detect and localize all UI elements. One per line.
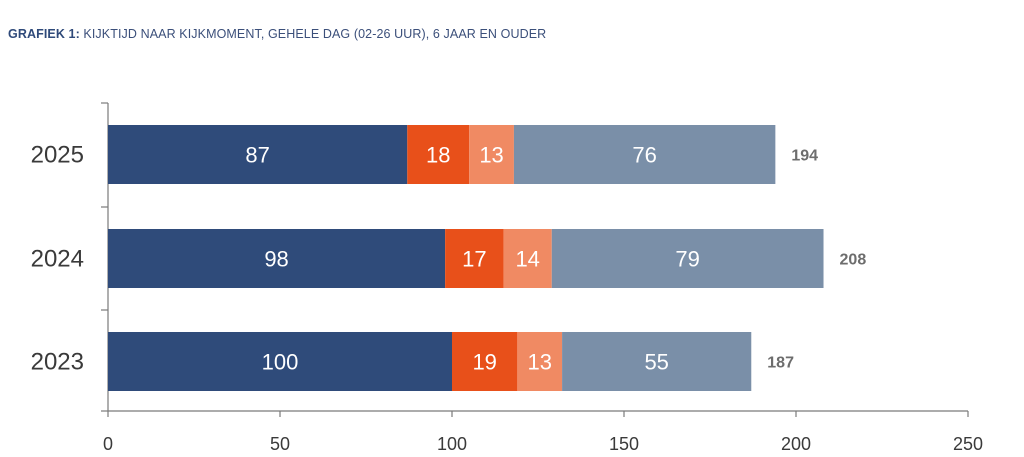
bar-segment-label: 18	[426, 143, 450, 168]
chart-title-text: KIJKTIJD NAAR KIJKMOMENT, GEHELE DAG (02…	[83, 27, 547, 41]
bar-segment-label: 14	[515, 247, 539, 272]
bar-segment-label: 55	[644, 350, 668, 375]
x-tick-label: 150	[609, 434, 639, 454]
chart-title-prefix: GRAFIEK 1:	[8, 27, 80, 41]
bar-segment	[407, 125, 470, 184]
category-label: 2025	[31, 142, 84, 169]
bar-segment	[513, 125, 776, 184]
x-tick-label: 50	[270, 434, 290, 454]
category-label: 2023	[31, 349, 84, 376]
x-tick-label: 100	[437, 434, 467, 454]
x-tick-label: 250	[953, 434, 983, 454]
bar-segment	[469, 125, 514, 184]
bar-segment	[503, 229, 552, 288]
bar-total-label: 194	[791, 148, 818, 165]
bar-segment	[445, 229, 504, 288]
bar-segment	[108, 229, 446, 288]
bar-segment-label: 13	[527, 350, 551, 375]
bar-segment-label: 17	[462, 247, 486, 272]
bar-segment	[562, 332, 752, 391]
bar-segment	[108, 125, 408, 184]
bar-segment	[452, 332, 518, 391]
category-label: 2024	[31, 246, 84, 273]
bar-segment	[108, 332, 452, 391]
bar-segment-label: 79	[675, 247, 699, 272]
chart-title: GRAFIEK 1: KIJKTIJD NAAR KIJKMOMENT, GEH…	[8, 27, 546, 41]
x-tick-label: 200	[781, 434, 811, 454]
bar-segment-label: 87	[245, 143, 269, 168]
bar-segment	[551, 229, 824, 288]
x-tick-label: 0	[103, 434, 113, 454]
bar-segment-label: 100	[262, 350, 299, 375]
bar-segment-label: 13	[479, 143, 503, 168]
bar-segment-label: 76	[632, 143, 656, 168]
bar-segment-label: 98	[264, 247, 288, 272]
bar-segment-label: 19	[472, 350, 496, 375]
bar-total-label: 208	[840, 252, 867, 269]
bar-segment	[517, 332, 563, 391]
bar-total-label: 187	[767, 355, 794, 372]
